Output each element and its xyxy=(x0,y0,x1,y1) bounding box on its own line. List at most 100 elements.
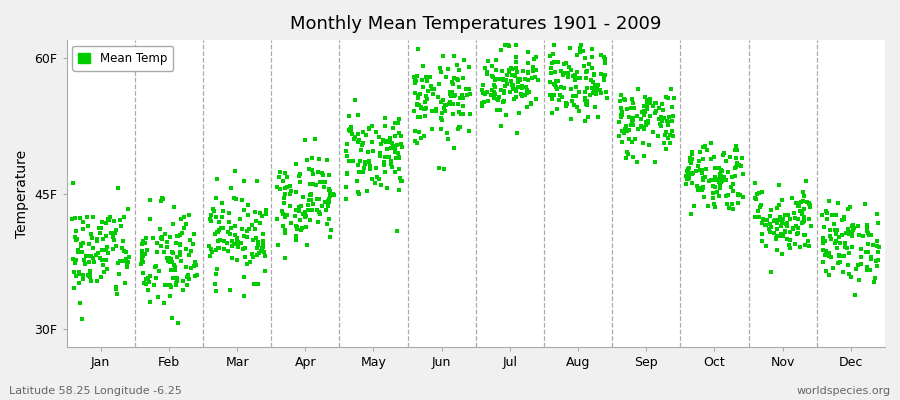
Point xyxy=(377,162,392,168)
Point xyxy=(770,205,784,211)
Point xyxy=(452,84,466,90)
Point xyxy=(505,66,519,72)
Point xyxy=(94,247,109,254)
Point xyxy=(846,224,860,231)
Point xyxy=(594,70,608,77)
Point xyxy=(238,207,252,214)
Point xyxy=(520,90,535,97)
Point xyxy=(819,216,833,223)
Point xyxy=(209,247,223,254)
Point xyxy=(587,72,601,78)
Point xyxy=(292,217,307,223)
Point xyxy=(634,116,648,122)
Point xyxy=(512,110,526,116)
Point xyxy=(551,59,565,65)
Point xyxy=(708,165,723,171)
Point xyxy=(818,238,832,245)
Point xyxy=(322,186,337,192)
Point xyxy=(713,172,727,178)
Point xyxy=(770,247,784,254)
Point xyxy=(109,243,123,250)
Point xyxy=(492,76,507,82)
Point xyxy=(783,229,797,235)
Point xyxy=(341,158,356,164)
Point xyxy=(358,160,373,167)
Point xyxy=(369,128,383,135)
Point xyxy=(143,216,157,222)
Point xyxy=(822,272,836,278)
Point xyxy=(392,187,406,193)
Point xyxy=(861,249,876,256)
Point xyxy=(362,159,376,165)
Point xyxy=(344,123,358,130)
Point xyxy=(318,199,332,206)
Point xyxy=(546,92,561,99)
Point xyxy=(614,113,628,119)
Point xyxy=(388,120,402,126)
Point xyxy=(347,136,362,142)
Point xyxy=(434,115,448,122)
Point xyxy=(706,190,720,196)
Point xyxy=(343,128,357,134)
Point xyxy=(188,258,202,265)
Point xyxy=(241,202,256,208)
Point xyxy=(187,230,202,237)
Point xyxy=(119,249,133,255)
Point xyxy=(496,76,510,82)
Point xyxy=(543,92,557,98)
Point xyxy=(114,222,129,229)
Point xyxy=(527,55,542,62)
Point xyxy=(380,185,394,192)
Point xyxy=(86,235,100,241)
Point xyxy=(214,200,229,206)
Point xyxy=(580,98,594,104)
Point xyxy=(183,236,197,243)
Point xyxy=(580,85,595,92)
Point xyxy=(840,245,854,251)
Point xyxy=(433,125,447,132)
Point xyxy=(789,222,804,229)
Point xyxy=(217,238,231,244)
Point xyxy=(460,92,474,99)
Point xyxy=(448,92,463,98)
Point xyxy=(392,116,406,122)
Point xyxy=(764,268,778,275)
Point xyxy=(168,264,183,270)
Point xyxy=(828,226,842,233)
Point xyxy=(350,178,365,184)
Point xyxy=(423,74,437,80)
Point xyxy=(685,171,699,177)
Point xyxy=(496,99,510,105)
Point xyxy=(389,155,403,161)
Point xyxy=(189,262,203,269)
Point xyxy=(274,169,288,175)
Point xyxy=(70,249,85,256)
Point xyxy=(112,271,126,277)
Point xyxy=(588,104,602,110)
Point xyxy=(665,128,680,134)
Point xyxy=(310,182,324,188)
Point xyxy=(104,230,119,236)
Point xyxy=(722,205,736,211)
Point xyxy=(462,86,476,92)
Point xyxy=(598,76,612,83)
Point xyxy=(292,203,307,210)
Point xyxy=(378,169,392,175)
Point xyxy=(657,140,671,146)
Point xyxy=(320,202,335,209)
Point xyxy=(526,68,540,74)
Point xyxy=(562,45,577,51)
Point xyxy=(493,46,508,53)
Point xyxy=(752,214,766,220)
Point xyxy=(392,154,407,160)
Point xyxy=(412,102,427,108)
Point xyxy=(543,53,557,60)
Point xyxy=(136,253,150,259)
Point xyxy=(524,100,538,106)
Point xyxy=(395,144,410,150)
Point xyxy=(690,187,705,193)
Point xyxy=(343,126,357,132)
Point xyxy=(94,230,108,236)
Point xyxy=(795,209,809,215)
Point xyxy=(785,194,799,201)
